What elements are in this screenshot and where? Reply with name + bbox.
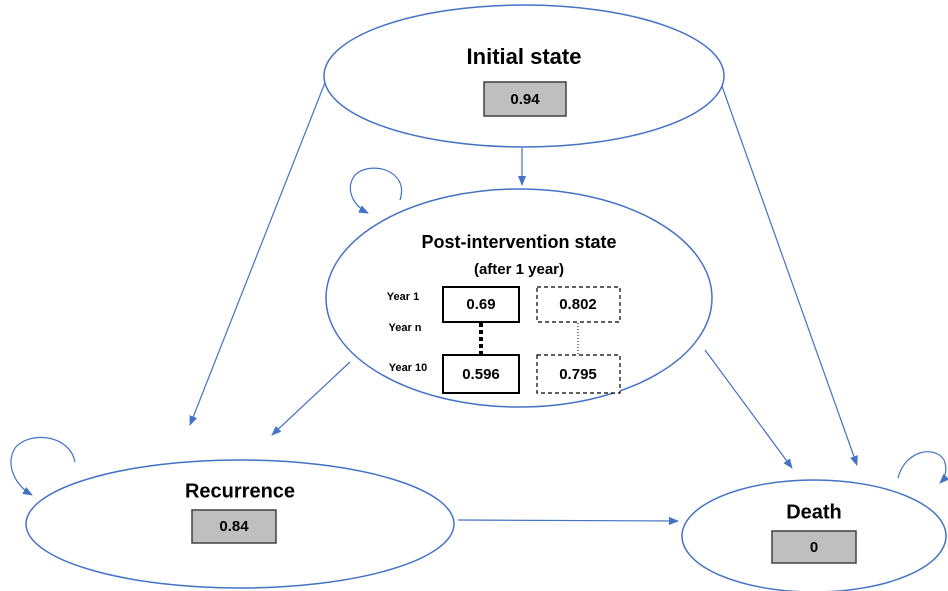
- self-loop: [10, 436, 76, 496]
- value-box: [771, 530, 857, 564]
- node-label: Post-intervention state: [421, 232, 616, 252]
- node-label: Death: [786, 501, 842, 523]
- node-value: 0.84: [219, 518, 249, 535]
- cell-value: 0.795: [559, 366, 597, 383]
- node-label: Recurrence: [185, 480, 295, 502]
- row-label: Year n: [388, 322, 421, 334]
- value-box: [483, 81, 567, 117]
- arrow: [704, 349, 793, 469]
- self-loop: [897, 451, 948, 484]
- cell-value: 0.596: [462, 366, 500, 383]
- node-value: 0: [810, 539, 818, 556]
- state-node: [323, 4, 725, 148]
- node-label: Initial state: [467, 44, 582, 69]
- row-label: Year 1: [387, 291, 419, 303]
- node-value: 0.94: [510, 91, 540, 108]
- cell-value: 0.802: [559, 296, 597, 313]
- node-sublabel: (after 1 year): [474, 261, 564, 278]
- arrow: [717, 74, 858, 466]
- arrow: [457, 516, 679, 525]
- arrow: [271, 361, 351, 436]
- cell-value: 0.69: [466, 296, 495, 313]
- arrow: [189, 74, 329, 426]
- value-box: [442, 286, 520, 323]
- row-label: Year 10: [389, 362, 428, 374]
- value-box: [536, 354, 621, 394]
- self-loop: [349, 167, 403, 214]
- value-box: [191, 509, 277, 544]
- value-box: [536, 286, 621, 323]
- value-box: [442, 354, 520, 394]
